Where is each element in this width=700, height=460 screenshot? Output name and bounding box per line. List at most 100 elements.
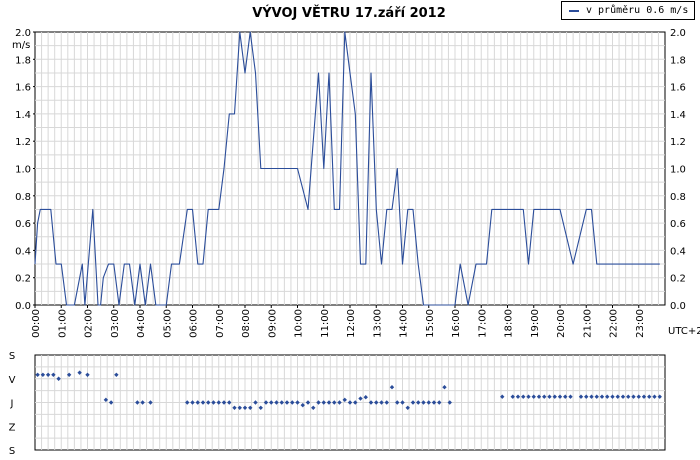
x-tick-label: 02:00 bbox=[84, 309, 95, 338]
direction-point bbox=[279, 400, 284, 405]
direction-point bbox=[542, 394, 547, 399]
direction-point bbox=[636, 394, 641, 399]
x-tick-label: 19:00 bbox=[530, 309, 541, 338]
x-tick-label: 01:00 bbox=[57, 309, 68, 338]
direction-point bbox=[620, 394, 626, 399]
direction-point bbox=[363, 395, 368, 400]
direction-point bbox=[200, 400, 206, 405]
direction-point bbox=[584, 394, 589, 399]
y-tick-label-left: 0.0 bbox=[15, 301, 31, 312]
x-tick-label: 17:00 bbox=[477, 309, 488, 338]
direction-point bbox=[657, 394, 662, 399]
direction-point bbox=[536, 394, 542, 399]
direction-point bbox=[500, 394, 505, 399]
direction-point bbox=[242, 405, 248, 410]
direction-point bbox=[557, 394, 563, 399]
x-tick-label: 08:00 bbox=[241, 309, 252, 338]
direction-point bbox=[311, 405, 316, 410]
direction-point bbox=[426, 400, 431, 405]
y-tick-label-right: 1.6 bbox=[670, 83, 686, 94]
y-tick-label-right: 2.0 bbox=[670, 28, 686, 39]
direction-point bbox=[290, 400, 295, 405]
x-tick-label: 09:00 bbox=[267, 309, 278, 338]
direction-point bbox=[547, 394, 552, 399]
y-tick-label-right: 1.2 bbox=[670, 137, 686, 148]
y-tick-label-left: 1.8 bbox=[15, 55, 31, 66]
direction-point bbox=[337, 400, 342, 405]
direction-point bbox=[626, 394, 631, 399]
x-tick-label: 15:00 bbox=[425, 309, 436, 338]
direction-point bbox=[190, 400, 195, 405]
x-tick-label: 21:00 bbox=[582, 309, 593, 338]
direction-point bbox=[40, 372, 46, 377]
direction-point bbox=[652, 394, 657, 399]
direction-point bbox=[594, 394, 599, 399]
direction-point bbox=[227, 400, 232, 405]
x-tick-label: 23:00 bbox=[635, 309, 646, 338]
direction-point bbox=[379, 400, 384, 405]
speed-grid bbox=[34, 31, 666, 306]
direction-point bbox=[389, 384, 395, 390]
legend: v průměru 0.6 m/s bbox=[561, 1, 695, 20]
x-tick-label: 22:00 bbox=[609, 309, 620, 338]
x-tick-label: 13:00 bbox=[372, 309, 383, 338]
direction-point bbox=[589, 394, 594, 399]
direction-point bbox=[358, 396, 363, 401]
direction-point bbox=[51, 372, 56, 377]
x-tick-label: 07:00 bbox=[215, 309, 226, 338]
direction-point bbox=[641, 394, 647, 399]
direction-point bbox=[237, 405, 242, 410]
x-tick-label: 06:00 bbox=[189, 309, 200, 338]
direction-point bbox=[258, 405, 263, 410]
direction-point bbox=[85, 372, 90, 377]
direction-point bbox=[148, 400, 153, 405]
y-tick-label-left: 0.6 bbox=[15, 219, 31, 230]
x-axis-unit-label: UTC+2 bbox=[668, 326, 700, 337]
direction-point bbox=[578, 394, 584, 399]
direction-point bbox=[56, 376, 61, 381]
direction-point bbox=[568, 394, 573, 399]
y-tick-label-right: 1.8 bbox=[670, 55, 686, 66]
direction-point bbox=[552, 394, 557, 399]
direction-tick-label: J bbox=[10, 399, 14, 410]
y-tick-label-right: 0.4 bbox=[670, 246, 686, 257]
y-tick-label-left: 1.6 bbox=[15, 83, 31, 94]
direction-point bbox=[531, 394, 536, 399]
direction-tick-label: V bbox=[9, 375, 16, 386]
x-tick-label: 04:00 bbox=[136, 309, 147, 338]
direction-point bbox=[321, 400, 326, 405]
direction-point bbox=[114, 372, 119, 377]
direction-point bbox=[332, 400, 337, 405]
direction-point bbox=[253, 400, 258, 405]
direction-point bbox=[232, 405, 237, 410]
direction-point bbox=[103, 397, 109, 403]
y-tick-label-left: 1.2 bbox=[15, 137, 31, 148]
direction-point bbox=[416, 400, 421, 405]
y-tick-label-right: 0.0 bbox=[670, 301, 686, 312]
direction-point bbox=[206, 400, 211, 405]
y-tick-label-left: 0.2 bbox=[15, 274, 31, 285]
direction-point bbox=[631, 394, 636, 399]
direction-point bbox=[515, 394, 521, 399]
y-tick-label-right: 0.2 bbox=[670, 274, 686, 285]
direction-point bbox=[395, 400, 400, 405]
y-tick-label-left: 2.0 bbox=[15, 28, 31, 39]
direction-point bbox=[211, 400, 216, 405]
direction-point bbox=[269, 400, 274, 405]
direction-point bbox=[300, 402, 305, 408]
direction-point bbox=[374, 400, 379, 405]
x-tick-label: 00:00 bbox=[31, 309, 42, 338]
direction-point bbox=[615, 394, 620, 399]
direction-point bbox=[108, 400, 114, 405]
legend-swatch bbox=[569, 10, 579, 12]
direction-tick-label: Z bbox=[9, 422, 16, 433]
direction-point bbox=[195, 400, 200, 405]
speed-line-path bbox=[34, 31, 660, 306]
direction-point bbox=[284, 400, 290, 405]
direction-point bbox=[263, 400, 269, 405]
speed-series bbox=[34, 31, 660, 306]
direction-tick-label: S bbox=[9, 446, 15, 457]
x-tick-label: 20:00 bbox=[556, 309, 567, 338]
direction-point bbox=[140, 400, 145, 405]
y-tick-label-left: 0.8 bbox=[15, 192, 31, 203]
